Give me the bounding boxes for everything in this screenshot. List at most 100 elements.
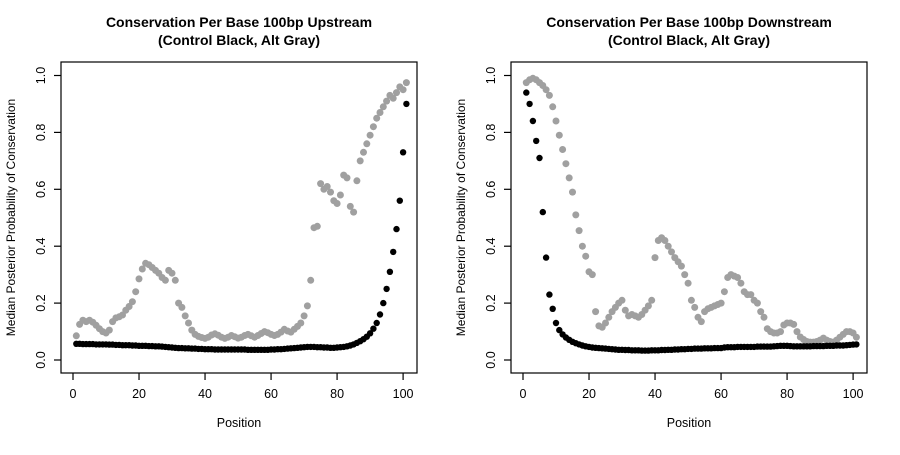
data-point: [360, 148, 367, 156]
data-point: [300, 312, 308, 320]
data-point: [592, 308, 600, 316]
data-point: [373, 319, 380, 327]
data-point: [664, 242, 672, 250]
data-point: [777, 328, 784, 336]
data-point: [691, 303, 699, 311]
data-point: [578, 242, 586, 250]
data-point: [128, 298, 136, 306]
chart-subtitle: (Control Black, Alt Gray): [608, 32, 770, 48]
data-point: [402, 79, 410, 87]
y-tick-label: 0.8: [34, 124, 48, 141]
data-point: [317, 180, 325, 188]
data-point: [393, 89, 400, 97]
data-point: [648, 296, 656, 304]
data-point: [757, 308, 765, 316]
y-tick-label: 1.0: [484, 67, 498, 84]
data-point: [350, 208, 358, 216]
data-point: [399, 86, 407, 94]
data-point: [542, 86, 550, 94]
data-point: [185, 319, 192, 327]
data-point: [661, 237, 669, 244]
chart-title: Conservation Per Base 100bp Downstream: [546, 14, 832, 30]
upstream-chart: 0 20 40 60 80 100 0.0 0.2 0.4 0.6 0.8 1.0 Conservati…: [4, 14, 418, 430]
data-point: [717, 299, 725, 307]
data-point: [681, 271, 689, 279]
y-tick-label: 0.4: [34, 237, 48, 254]
data-point: [353, 177, 361, 185]
data-point: [651, 254, 659, 262]
y-tick-label: 0.6: [484, 181, 498, 198]
data-point: [582, 252, 590, 260]
y-tick-label: 0.0: [34, 351, 48, 368]
data-point: [853, 341, 860, 348]
y-tick-label: 0.8: [484, 124, 498, 141]
data-point: [734, 274, 742, 281]
y-tick-label: 0.4: [484, 237, 498, 254]
data-point: [852, 333, 860, 341]
data-point: [403, 100, 410, 108]
chart-subtitle: (Control Black, Alt Gray): [158, 32, 320, 48]
upstream-panel: 0 20 40 60 80 100 0.0 0.2 0.4 0.6 0.8 1.0 Conservati…: [0, 0, 450, 450]
data-point: [555, 131, 563, 139]
data-point: [536, 154, 543, 162]
data-point: [323, 183, 331, 190]
data-point: [383, 97, 391, 105]
data-point: [399, 149, 407, 156]
data-point: [668, 248, 675, 256]
data-point: [370, 325, 377, 332]
data-point: [572, 211, 580, 219]
data-point: [753, 299, 761, 307]
data-point: [390, 248, 397, 256]
data-point: [588, 271, 596, 279]
x-tick-label: 100: [393, 387, 414, 401]
data-point: [720, 288, 728, 296]
x-tick-label: 80: [780, 387, 794, 401]
data-point: [72, 332, 80, 340]
data-point: [546, 291, 553, 298]
x-tick-label: 60: [714, 387, 728, 401]
data-point: [313, 222, 321, 230]
data-point: [545, 91, 553, 99]
y-axis-label: Median Posterior Probability of Conserva…: [454, 99, 468, 336]
data-point: [533, 137, 540, 145]
data-point: [343, 174, 351, 182]
series-alt: [72, 79, 410, 342]
y-tick-label: 1.0: [34, 67, 48, 84]
x-tick-label: 0: [520, 387, 527, 401]
data-point: [297, 319, 305, 327]
data-point: [549, 103, 557, 111]
data-point: [135, 275, 143, 283]
data-point: [376, 311, 384, 318]
series-control: [523, 89, 860, 354]
x-tick-label: 0: [70, 387, 77, 401]
x-axis-label: Position: [667, 416, 712, 430]
data-point: [562, 160, 570, 168]
data-point: [687, 296, 695, 304]
data-point: [380, 299, 387, 307]
data-point: [161, 276, 169, 284]
data-point: [369, 123, 377, 131]
chart-title: Conservation Per Base 100bp Upstream: [106, 14, 372, 30]
data-point: [105, 326, 113, 334]
data-point: [327, 188, 334, 196]
data-point: [644, 302, 652, 310]
y-axis-label: Median Posterior Probability of Conserva…: [4, 99, 18, 336]
data-point: [383, 285, 390, 293]
data-point: [307, 276, 315, 284]
data-point: [396, 197, 403, 204]
data-point: [760, 313, 768, 321]
data-point: [552, 117, 560, 125]
data-point: [602, 319, 609, 327]
data-point: [373, 114, 381, 122]
data-point: [366, 330, 374, 337]
data-point: [618, 296, 626, 304]
plot-box: [510, 61, 868, 374]
x-tick-label: 60: [264, 387, 278, 401]
y-tick-label: 0.2: [34, 294, 48, 311]
data-point: [303, 302, 311, 310]
downstream-chart: 0 20 40 60 80 100 0.0 0.2 0.4 0.6 0.8 1.0 Conservati…: [454, 14, 868, 430]
data-point: [575, 227, 583, 235]
downstream-panel: 0 20 40 60 80 100 0.0 0.2 0.4 0.6 0.8 1.0 Conservati…: [450, 0, 900, 450]
series-control: [73, 100, 410, 353]
data-point: [376, 109, 384, 116]
